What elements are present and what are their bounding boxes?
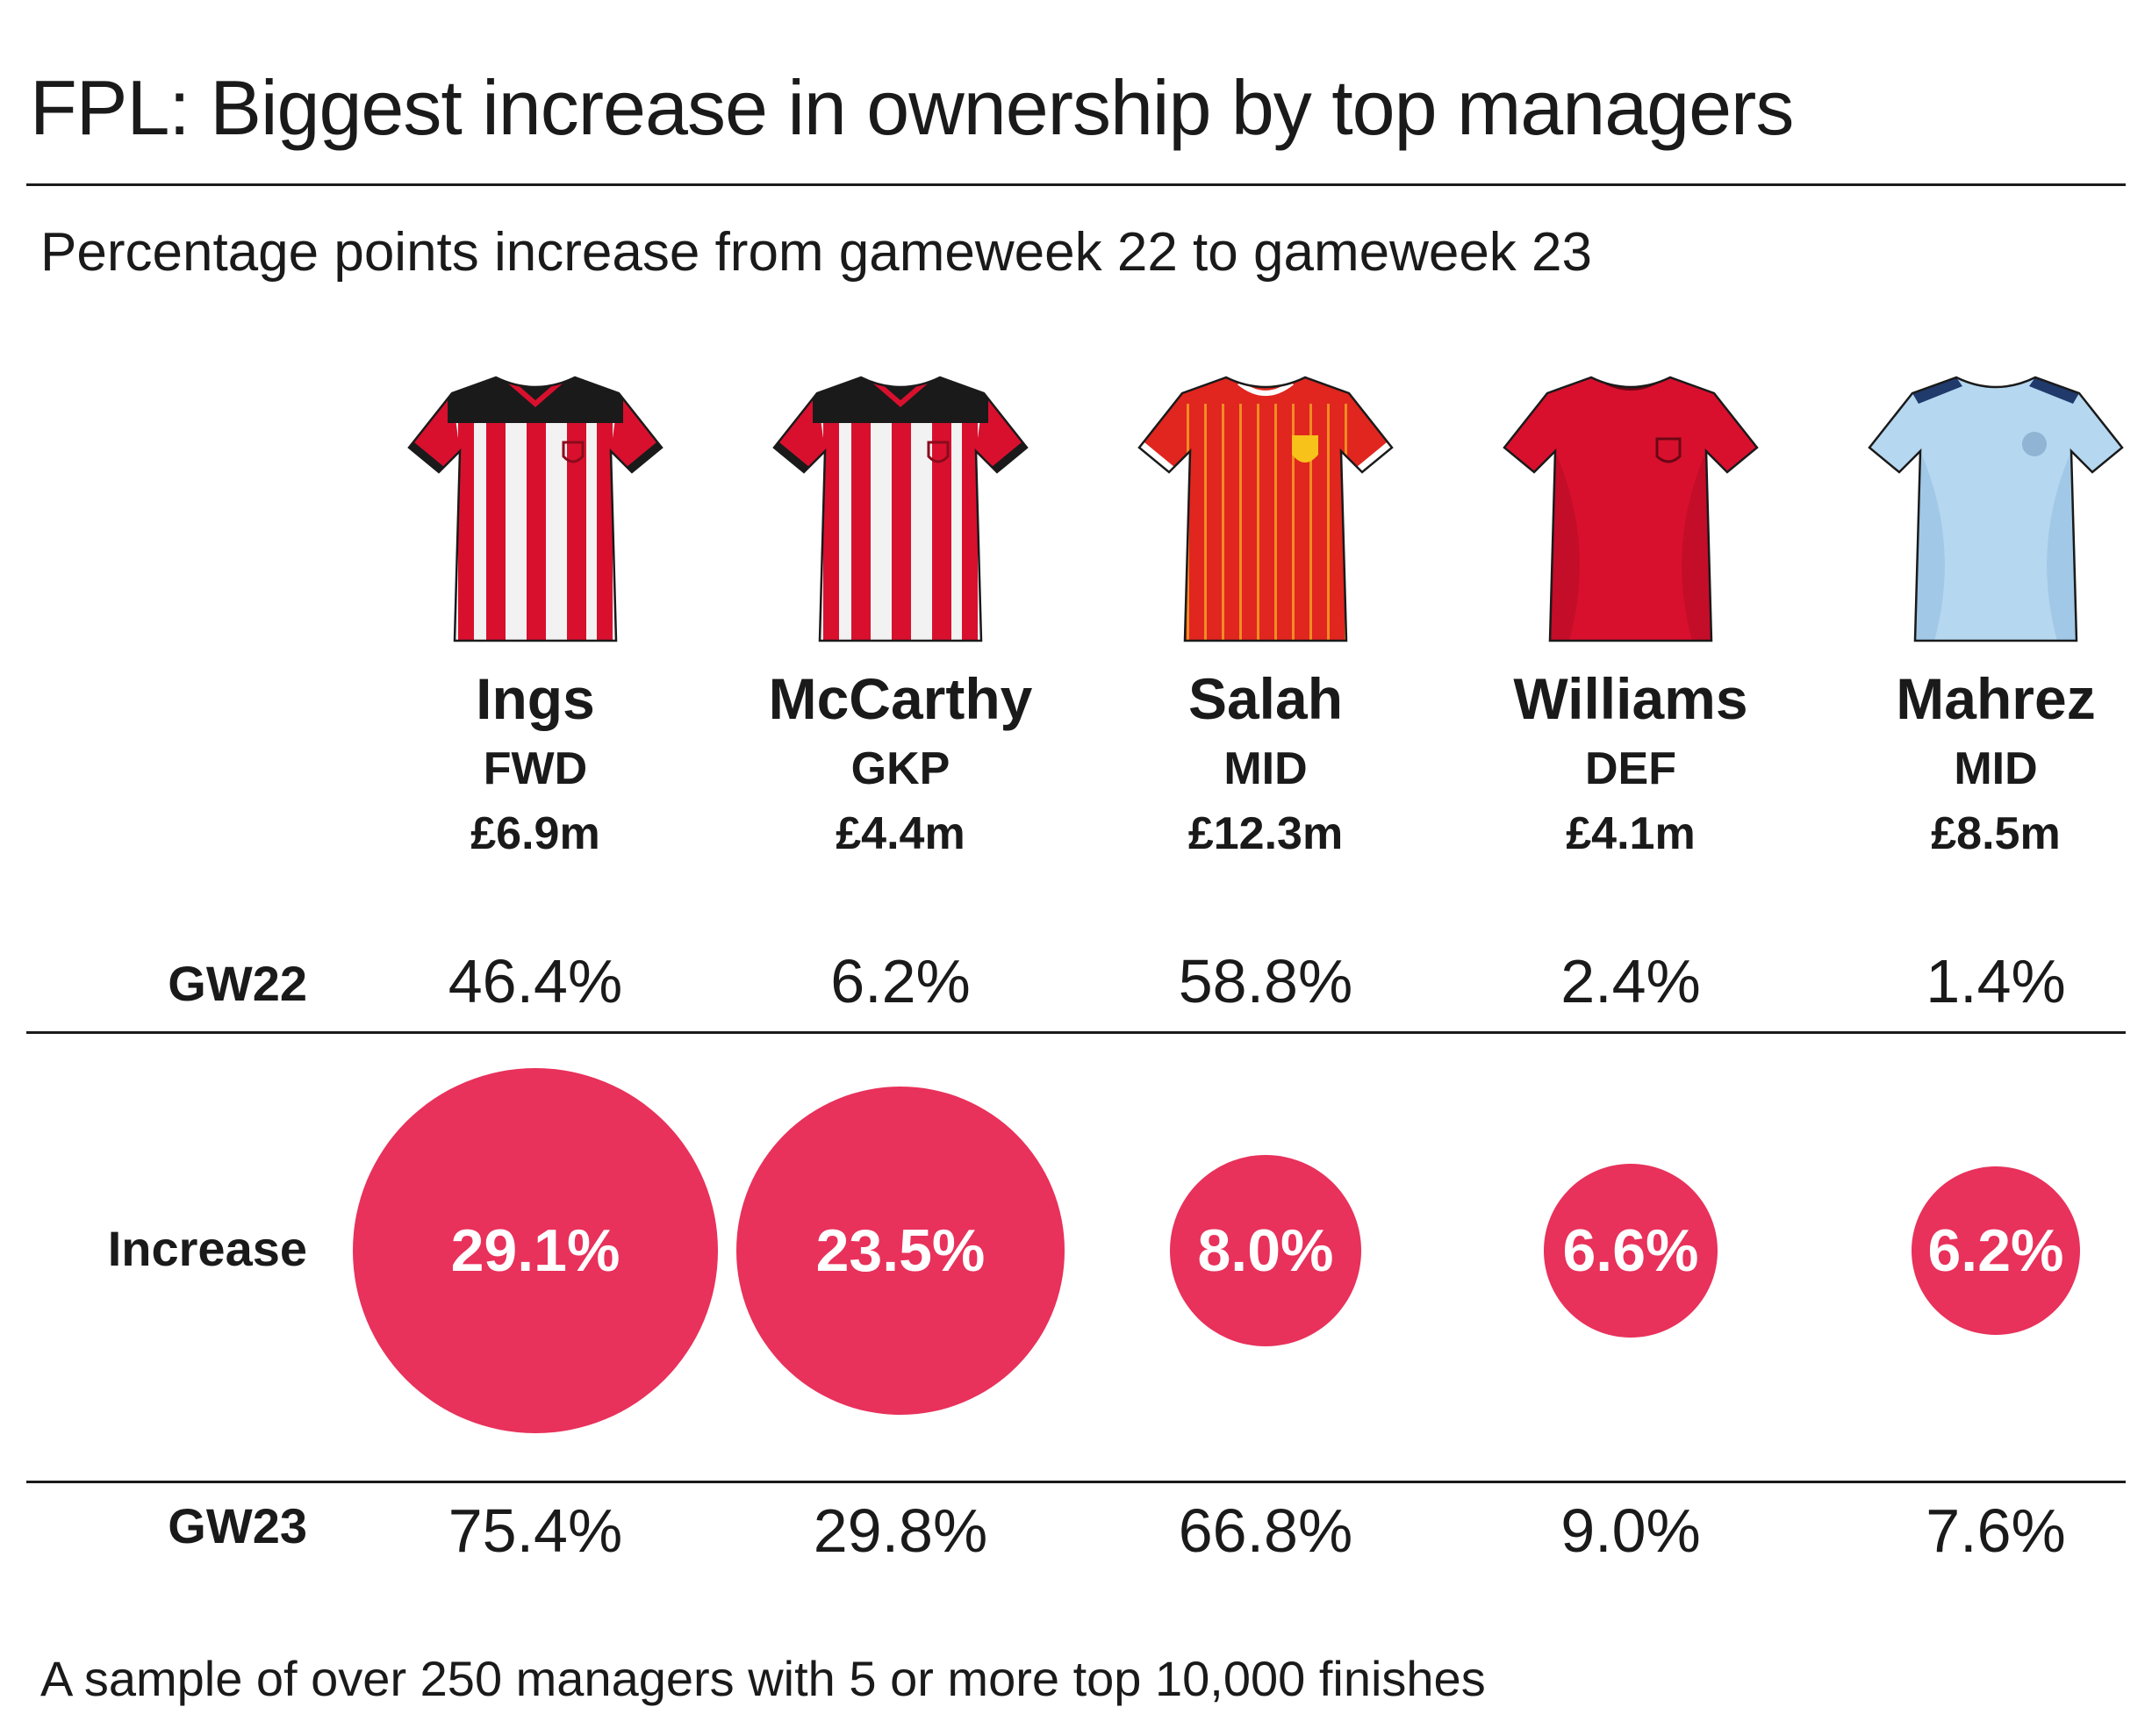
player-price: £6.9m bbox=[470, 808, 600, 859]
shirt-icon bbox=[769, 369, 1032, 649]
player-column-williams: Williams DEF £4.1m 2.4% 9.0% 6.6% bbox=[1455, 0, 1806, 1736]
row-label-gw22: GW22 bbox=[168, 956, 307, 1011]
gw22-value: 2.4% bbox=[1560, 947, 1701, 1015]
gw23-value: 66.8% bbox=[1178, 1496, 1353, 1565]
title-rule bbox=[26, 183, 2126, 186]
player-price: £12.3m bbox=[1187, 808, 1344, 859]
player-column-mahrez: Mahrez MID £8.5m 1.4% 7.6% 6.2% bbox=[1820, 0, 2152, 1736]
shirt-icon bbox=[1864, 369, 2127, 649]
player-name: Williams bbox=[1513, 666, 1748, 731]
row-label-gw23: GW23 bbox=[168, 1498, 307, 1553]
footnote: A sample of over 250 managers with 5 or … bbox=[40, 1651, 1486, 1706]
increase-bubble: 6.2% bbox=[1911, 1166, 2080, 1335]
gw23-value: 7.6% bbox=[1926, 1496, 2066, 1565]
player-position: FWD bbox=[483, 743, 588, 794]
increase-bubble: 8.0% bbox=[1169, 1154, 1362, 1347]
divider-bottom bbox=[26, 1481, 2126, 1483]
increase-bubble: 29.1% bbox=[353, 1068, 718, 1433]
player-position: DEF bbox=[1585, 743, 1676, 794]
increase-bubble: 6.6% bbox=[1543, 1163, 1718, 1338]
player-position: MID bbox=[1954, 743, 2038, 794]
player-price: £8.5m bbox=[1931, 808, 2061, 859]
gw22-value: 6.2% bbox=[830, 947, 971, 1015]
increase-bubble: 23.5% bbox=[736, 1087, 1065, 1415]
gw23-value: 29.8% bbox=[813, 1496, 988, 1565]
player-column-mccarthy: McCarthy GKP £4.4m 6.2% 29.8% 23.5% bbox=[725, 0, 1076, 1736]
chart-title: FPL: Biggest increase in ownership by to… bbox=[30, 64, 1794, 151]
player-column-salah: Salah MID £12.3m 58.8% 66.8% 8.0% bbox=[1090, 0, 1441, 1736]
player-name: McCarthy bbox=[768, 666, 1033, 731]
shirt-icon bbox=[404, 369, 667, 649]
player-name: Salah bbox=[1187, 666, 1344, 731]
gw22-value: 58.8% bbox=[1178, 947, 1353, 1015]
gw22-value: 46.4% bbox=[448, 947, 623, 1015]
player-name: Ings bbox=[476, 666, 595, 731]
shirt-icon bbox=[1499, 369, 1762, 649]
gw22-value: 1.4% bbox=[1926, 947, 2066, 1015]
chart-subtitle: Percentage points increase from gameweek… bbox=[40, 222, 1592, 283]
player-price: £4.4m bbox=[836, 808, 965, 859]
player-price: £4.1m bbox=[1566, 808, 1696, 859]
shirt-icon bbox=[1134, 369, 1397, 649]
player-name: Mahrez bbox=[1896, 666, 2096, 731]
player-position: MID bbox=[1223, 743, 1308, 794]
divider-top bbox=[26, 1031, 2126, 1034]
gw23-value: 75.4% bbox=[448, 1496, 623, 1565]
player-column-ings: Ings FWD £6.9m 46.4% 75.4% 29.1% bbox=[353, 0, 718, 1736]
player-position: GKP bbox=[850, 743, 950, 794]
gw23-value: 9.0% bbox=[1560, 1496, 1701, 1565]
row-label-increase: Increase bbox=[107, 1221, 307, 1276]
